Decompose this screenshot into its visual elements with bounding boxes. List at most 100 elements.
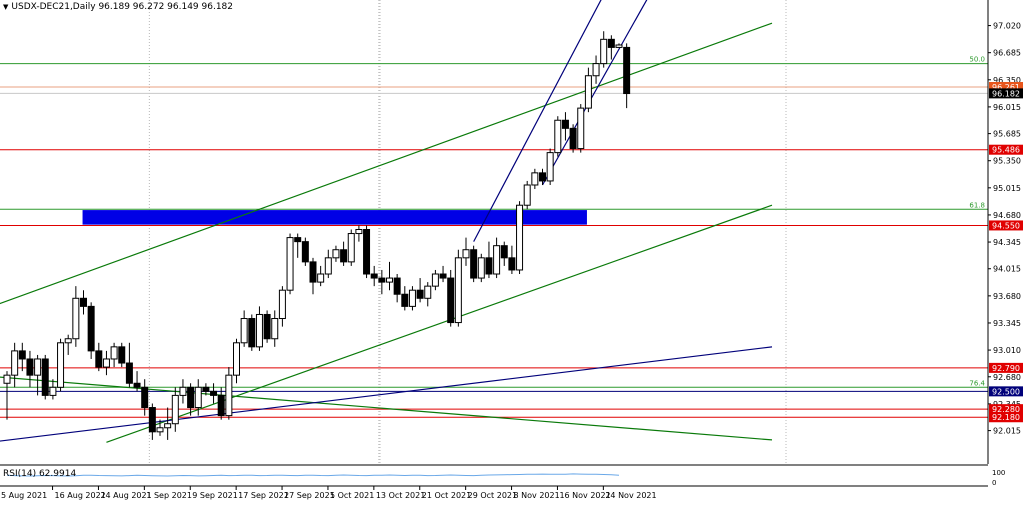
candle	[355, 225, 363, 242]
candle	[187, 383, 195, 416]
current-price-line-badge-label: 96.182	[992, 89, 1020, 98]
time-tick-label: 21 Oct 2021	[422, 491, 471, 500]
candle-body	[179, 386, 187, 396]
candle-body	[164, 423, 172, 429]
candle-body	[523, 184, 531, 206]
price-tick-label: 94.345	[993, 238, 1021, 247]
candle-body	[263, 313, 271, 340]
upper-green-trendline	[0, 22, 773, 305]
candle	[57, 338, 65, 392]
candle-body	[278, 289, 286, 320]
candle-body	[516, 204, 524, 271]
time-tick-label: 8 Nov 2021	[514, 491, 560, 500]
support-95486-badge-label: 95.486	[992, 146, 1020, 155]
candle-body	[309, 261, 317, 283]
time-tick-label: 5 Oct 2021	[330, 491, 374, 500]
level-92500-badge	[989, 386, 1023, 397]
time-tick-label: 9 Sep 2021	[192, 491, 238, 500]
candle	[248, 314, 256, 351]
rsi-scale-top: 100	[992, 469, 1005, 477]
candle-body	[462, 249, 470, 259]
candle-body	[49, 386, 57, 396]
candle-body	[118, 346, 126, 364]
ohlc-values: 96.189 96.272 96.149 96.182	[98, 2, 234, 12]
candle	[431, 269, 439, 291]
candle-body	[332, 249, 340, 259]
candle-body	[340, 249, 348, 263]
candle-body	[447, 277, 455, 324]
candle-body	[72, 297, 80, 340]
candle-body	[41, 358, 49, 396]
time-tick-label: 13 Oct 2021	[376, 491, 425, 500]
candle	[202, 383, 210, 396]
candle	[18, 342, 26, 372]
candle	[424, 282, 432, 307]
candle-body	[210, 390, 218, 396]
bid-line-badge	[989, 81, 1023, 92]
candle	[470, 245, 478, 283]
candle-body	[454, 257, 462, 324]
support-92280-badge-label: 92.280	[992, 405, 1020, 414]
candle-body	[363, 229, 371, 275]
candle-body	[125, 362, 133, 384]
candle	[141, 379, 149, 416]
candle	[546, 148, 554, 185]
collapse-triangle-icon[interactable]: ▼	[3, 3, 9, 11]
support-94550-badge-label: 94.550	[992, 221, 1020, 230]
candle-body	[378, 277, 386, 283]
candle	[408, 286, 416, 311]
candle-body	[233, 342, 240, 376]
candle	[600, 31, 608, 68]
candle-body	[592, 63, 600, 77]
candle	[179, 379, 187, 404]
chart-title: ▼ USDX-DEC21,Daily 96.189 96.272 96.149 9…	[3, 2, 233, 12]
support-92790-badge-label: 92.790	[992, 364, 1020, 373]
candle	[95, 342, 103, 372]
price-tick-label: 93.345	[993, 319, 1021, 328]
candle-body	[18, 350, 26, 360]
candle	[462, 237, 470, 266]
candle-body	[539, 172, 546, 182]
candle-body	[301, 241, 309, 263]
candle	[332, 245, 340, 262]
bid-line-badge-label: 96.261	[992, 83, 1020, 92]
support-92180-badge-label: 92.180	[992, 413, 1020, 422]
candle	[11, 342, 19, 388]
candle-body	[500, 245, 508, 259]
candle-body	[95, 350, 103, 368]
lower-green-trendline	[106, 204, 773, 443]
candle-body	[57, 342, 65, 388]
candle-body	[156, 427, 164, 433]
candle-body	[623, 46, 631, 95]
candle	[324, 249, 332, 279]
candle	[454, 249, 462, 327]
price-tick-label: 94.015	[993, 265, 1021, 274]
candle-body	[80, 297, 87, 307]
candle-body	[255, 313, 263, 348]
price-tick-label: 93.680	[993, 292, 1021, 301]
price-axis: 97.020 96.685 96.350 96.015 95.685 95.350 95.0…	[987, 0, 1023, 464]
candle	[539, 168, 546, 185]
blue-long-trendline	[0, 346, 773, 442]
candle-body	[416, 289, 424, 299]
candle	[148, 403, 156, 440]
candle	[102, 350, 110, 376]
descending-green-trendline	[0, 376, 773, 441]
candle	[477, 253, 485, 283]
candle	[317, 265, 325, 287]
candle	[592, 55, 600, 84]
candle-body	[485, 257, 493, 275]
candle	[125, 342, 133, 388]
candle	[118, 342, 126, 368]
candle	[508, 245, 516, 275]
price-tick-label: 95.015	[993, 184, 1021, 193]
time-tick-label: 1 Sep 2021	[146, 491, 192, 500]
candle	[171, 387, 179, 432]
support-92180-badge	[989, 412, 1023, 423]
candle-body	[87, 305, 95, 352]
candle-body	[569, 127, 577, 150]
price-tick-label: 92.015	[993, 427, 1021, 436]
candle	[133, 371, 141, 392]
